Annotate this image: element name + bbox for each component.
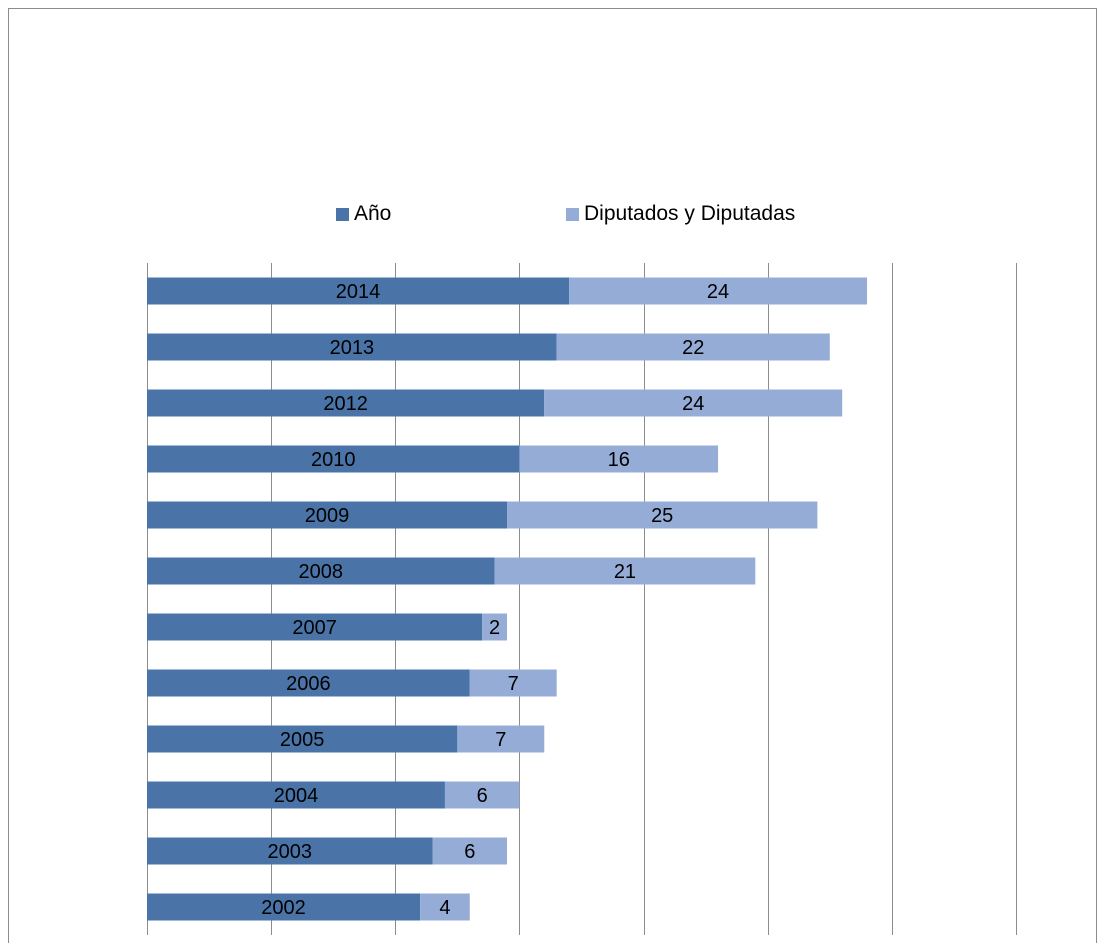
data-label-ano-2009: 2009 xyxy=(305,505,350,527)
bar-diputados-2013 xyxy=(556,333,830,361)
data-label-ano-2002: 2002 xyxy=(261,897,306,919)
bar-diputados-2008 xyxy=(494,557,756,585)
data-label-ano-2007: 2007 xyxy=(292,617,337,639)
bar-diputados-2012 xyxy=(544,389,843,417)
data-label-diputados-2013: 22 xyxy=(682,337,704,359)
legend-swatch-diputados xyxy=(566,207,579,221)
data-label-ano-2014: 2014 xyxy=(336,281,381,303)
bar-diputados-2002 xyxy=(420,893,470,921)
data-label-diputados-2014: 24 xyxy=(707,281,729,303)
data-label-diputados-2012: 24 xyxy=(682,393,704,415)
legend-item-ano: Año xyxy=(336,199,391,229)
legend-label-diputados: Diputados y Diputadas xyxy=(584,202,796,225)
bar-diputados-2010 xyxy=(519,445,719,473)
bar-diputados-2007 xyxy=(482,613,508,641)
data-label-diputados-2006: 7 xyxy=(508,673,519,695)
data-label-ano-2004: 2004 xyxy=(274,785,319,807)
bar-ano-2010 xyxy=(147,445,520,473)
data-label-diputados-2002: 4 xyxy=(439,897,450,919)
legend-label-ano: Año xyxy=(354,202,392,225)
bar-ano-2005 xyxy=(147,725,458,753)
legend-swatch-ano xyxy=(336,207,349,221)
chart-frame xyxy=(8,8,1097,943)
bar-ano-2014 xyxy=(147,277,570,305)
data-label-ano-2006: 2006 xyxy=(286,673,331,695)
bar-ano-2012 xyxy=(147,389,545,417)
data-label-diputados-2003: 6 xyxy=(464,841,475,863)
data-label-diputados-2005: 7 xyxy=(495,729,506,751)
data-label-diputados-2008: 21 xyxy=(614,561,636,583)
bar-ano-2007 xyxy=(147,613,483,641)
data-label-ano-2013: 2013 xyxy=(330,337,375,359)
bar-ano-2003 xyxy=(147,837,433,865)
data-label-diputados-2009: 25 xyxy=(651,505,673,527)
bar-diputados-2006 xyxy=(469,669,557,697)
bar-ano-2004 xyxy=(147,781,445,809)
data-label-ano-2012: 2012 xyxy=(323,393,368,415)
bar-diputados-2009 xyxy=(507,501,818,529)
data-label-ano-2003: 2003 xyxy=(268,841,313,863)
data-label-diputados-2010: 16 xyxy=(608,449,630,471)
bar-ano-2013 xyxy=(147,333,557,361)
bar-ano-2006 xyxy=(147,669,470,697)
bar-diputados-2004 xyxy=(444,781,520,809)
legend: Año Diputados y Diputadas xyxy=(0,199,1106,229)
bar-ano-2009 xyxy=(147,501,508,529)
bar-diputados-2005 xyxy=(457,725,545,753)
data-label-diputados-2004: 6 xyxy=(477,785,488,807)
data-label-ano-2010: 2010 xyxy=(311,449,356,471)
bar-diputados-2003 xyxy=(432,837,508,865)
legend-item-diputados: Diputados y Diputadas xyxy=(566,199,795,229)
data-label-diputados-2007: 2 xyxy=(489,617,500,639)
bar-ano-2008 xyxy=(147,557,495,585)
data-label-ano-2005: 2005 xyxy=(280,729,325,751)
data-label-ano-2008: 2008 xyxy=(299,561,344,583)
bar-ano-2002 xyxy=(147,893,421,921)
bar-diputados-2014 xyxy=(569,277,868,305)
